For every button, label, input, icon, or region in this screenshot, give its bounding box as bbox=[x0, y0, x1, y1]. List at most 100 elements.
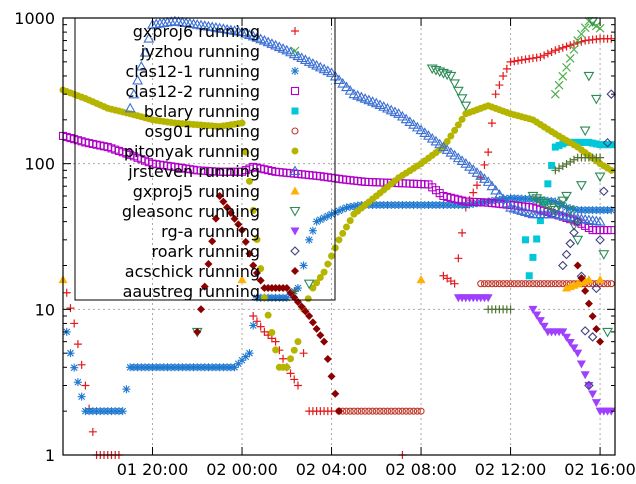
legend-marker bbox=[291, 147, 299, 155]
legend-marker bbox=[290, 86, 300, 96]
data-point bbox=[327, 407, 336, 416]
data-point bbox=[456, 94, 468, 104]
data-point bbox=[575, 181, 587, 191]
data-point bbox=[487, 119, 496, 128]
data-point bbox=[290, 375, 299, 384]
data-point bbox=[549, 206, 561, 216]
data-point bbox=[451, 126, 459, 134]
data-point bbox=[426, 64, 438, 75]
data-point bbox=[558, 71, 568, 81]
data-point bbox=[327, 210, 336, 219]
data-point bbox=[555, 45, 564, 54]
data-point bbox=[245, 349, 254, 358]
data-point bbox=[249, 321, 258, 330]
data-point bbox=[313, 279, 321, 287]
data-point bbox=[143, 32, 155, 43]
data-point bbox=[346, 217, 354, 225]
data-point bbox=[342, 407, 351, 415]
data-point bbox=[249, 261, 258, 270]
data-point bbox=[283, 363, 291, 371]
data-point bbox=[529, 253, 537, 261]
data-point bbox=[554, 80, 564, 90]
plot-marks bbox=[58, 15, 617, 459]
data-point bbox=[335, 407, 343, 416]
data-point bbox=[387, 407, 395, 415]
data-point bbox=[253, 236, 261, 244]
data-point bbox=[486, 180, 498, 191]
data-point bbox=[297, 302, 306, 311]
data-point bbox=[569, 227, 579, 238]
data-point bbox=[518, 280, 526, 288]
data-point bbox=[584, 299, 593, 308]
data-point bbox=[536, 280, 544, 288]
data-point bbox=[528, 305, 538, 314]
data-point bbox=[551, 143, 559, 151]
data-point bbox=[299, 349, 308, 358]
data-point bbox=[154, 17, 166, 28]
data-point bbox=[242, 148, 250, 156]
data-point bbox=[480, 160, 489, 169]
data-point bbox=[77, 360, 86, 369]
x-tick-label: 02 04:00 bbox=[296, 460, 368, 479]
data-point bbox=[558, 43, 567, 52]
data-point bbox=[607, 206, 616, 215]
legend-marker bbox=[291, 127, 299, 135]
legend-marker bbox=[291, 267, 299, 275]
data-point bbox=[551, 46, 560, 55]
data-point bbox=[591, 283, 602, 294]
data-point bbox=[558, 328, 568, 337]
data-point bbox=[357, 407, 365, 415]
data-point bbox=[501, 197, 513, 208]
data-point bbox=[230, 214, 239, 223]
data-point bbox=[573, 261, 582, 270]
data-point bbox=[450, 279, 459, 288]
data-point bbox=[544, 280, 552, 288]
data-point bbox=[492, 280, 500, 288]
series-jyzhou-running bbox=[550, 16, 605, 99]
data-point bbox=[477, 280, 485, 288]
legend-label: bclary running bbox=[144, 102, 260, 121]
data-point bbox=[118, 407, 127, 416]
data-point bbox=[395, 407, 403, 415]
series-clas12-1-running bbox=[62, 194, 616, 416]
data-point bbox=[215, 191, 224, 200]
data-point bbox=[460, 158, 472, 168]
data-point bbox=[483, 294, 493, 303]
data-point bbox=[249, 311, 258, 320]
data-point bbox=[132, 74, 144, 85]
series-aaustreg-running bbox=[484, 153, 605, 314]
data-point bbox=[165, 16, 177, 26]
data-point bbox=[602, 137, 613, 148]
data-point bbox=[562, 42, 571, 51]
legend-marker bbox=[290, 246, 300, 256]
data-point bbox=[237, 275, 247, 284]
x-tick-label: 02 00:00 bbox=[206, 460, 278, 479]
data-point bbox=[62, 288, 71, 297]
data-point bbox=[480, 280, 489, 288]
data-point bbox=[200, 282, 209, 291]
data-point bbox=[305, 311, 314, 320]
data-point bbox=[245, 249, 254, 258]
data-point bbox=[493, 189, 505, 199]
data-point bbox=[346, 202, 355, 211]
data-point bbox=[445, 146, 457, 157]
data-point bbox=[543, 49, 552, 58]
data-point bbox=[557, 196, 569, 207]
data-point bbox=[256, 276, 265, 285]
data-point bbox=[510, 57, 519, 66]
data-point bbox=[562, 159, 571, 168]
data-point bbox=[324, 260, 332, 268]
data-point bbox=[475, 170, 487, 180]
data-point bbox=[434, 67, 446, 78]
data-point bbox=[454, 254, 463, 263]
data-point bbox=[393, 108, 405, 118]
data-point bbox=[346, 407, 354, 415]
data-point bbox=[449, 79, 461, 90]
data-point bbox=[574, 138, 582, 146]
data-point bbox=[238, 356, 247, 365]
data-point bbox=[467, 164, 479, 174]
data-point bbox=[490, 184, 502, 195]
data-point bbox=[473, 181, 481, 190]
